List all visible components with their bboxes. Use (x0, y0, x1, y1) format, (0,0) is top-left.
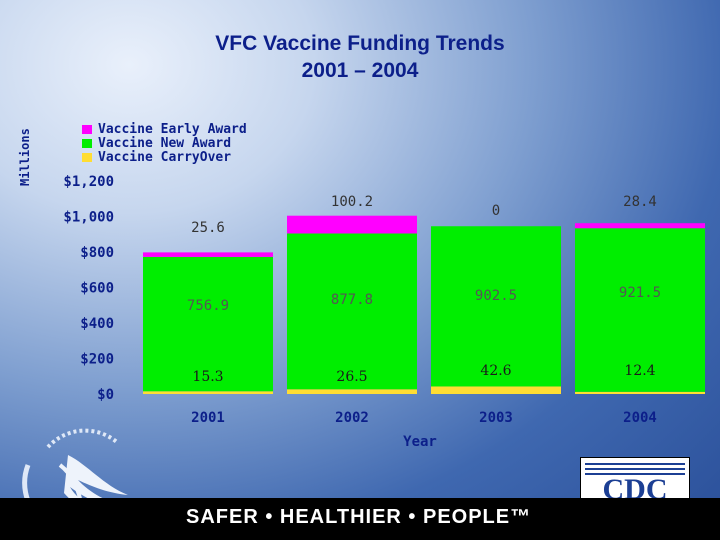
data-label-early-award: 0 (492, 203, 500, 219)
footer-bar (0, 498, 720, 540)
bar-vaccine-carryover-2002 (287, 389, 417, 394)
data-label-early-award: 28.4 (623, 194, 657, 210)
y-tick-label: $600 (80, 281, 114, 297)
y-tick-label: $800 (80, 245, 114, 261)
bar-vaccine-early-award-2001 (143, 252, 273, 257)
bar-vaccine-new-award-2003 (431, 226, 561, 387)
y-tick-label: $1,000 (63, 210, 114, 226)
data-label-carryover: 26.5 (336, 369, 367, 385)
x-tick-label: 2003 (479, 410, 513, 426)
bar-vaccine-carryover-2004 (575, 391, 705, 394)
legend-label-carryover: Vaccine CarryOver (98, 149, 232, 165)
legend: Vaccine Early Award Vaccine New Award Va… (82, 121, 247, 165)
data-label-new-award: 902.5 (475, 288, 517, 304)
data-label-new-award: 877.8 (331, 292, 373, 308)
x-axis-label: Year (403, 434, 437, 450)
legend-label-new: Vaccine New Award (98, 135, 232, 151)
legend-swatch-early (82, 124, 92, 134)
legend-item-early: Vaccine Early Award (82, 121, 247, 137)
tagline: SAFER • HEALTHIER • PEOPLE™ (186, 506, 532, 528)
bar-vaccine-carryover-2001 (143, 391, 273, 394)
data-label-carryover: 12.4 (624, 363, 655, 379)
bar-vaccine-carryover-2003 (431, 386, 561, 394)
title-line-1: VFC Vaccine Funding Trends (215, 32, 505, 55)
legend-item-carryover: Vaccine CarryOver (82, 149, 247, 165)
legend-label-early: Vaccine Early Award (98, 121, 247, 137)
data-label-early-award: 100.2 (331, 194, 373, 210)
y-tick-label: $0 (97, 387, 114, 403)
legend-item-new: Vaccine New Award (82, 135, 247, 151)
bar-vaccine-early-award-2004 (575, 223, 705, 229)
data-label-early-award: 25.6 (191, 220, 225, 236)
bar-vaccine-early-award-2002 (287, 215, 417, 234)
data-label-new-award: 756.9 (187, 298, 229, 314)
title-line-2: 2001 – 2004 (301, 59, 419, 82)
y-tick-label: $200 (80, 352, 114, 368)
y-tick-label: $400 (80, 316, 114, 332)
legend-swatch-new (82, 138, 92, 148)
bar-vaccine-new-award-2002 (287, 233, 417, 390)
data-label-carryover: 15.3 (192, 369, 223, 385)
legend-swatch-carryover (82, 152, 92, 162)
data-label-carryover: 42.6 (480, 363, 511, 379)
y-tick-label: $1,200 (63, 174, 114, 190)
bar-vaccine-new-award-2001 (143, 256, 273, 392)
bar-vaccine-new-award-2004 (575, 228, 705, 392)
bar-chart: $0 $200 $400 $600 $800 $1,000 $1,200 15.3 756.9 2… (63, 174, 705, 450)
data-label-new-award: 921.5 (619, 285, 661, 301)
x-tick-label: 2001 (191, 410, 225, 426)
x-tick-label: 2004 (623, 410, 657, 426)
chart-title: VFC Vaccine Funding Trends 2001 – 2004 (110, 30, 610, 84)
x-tick-label: 2002 (335, 410, 369, 426)
